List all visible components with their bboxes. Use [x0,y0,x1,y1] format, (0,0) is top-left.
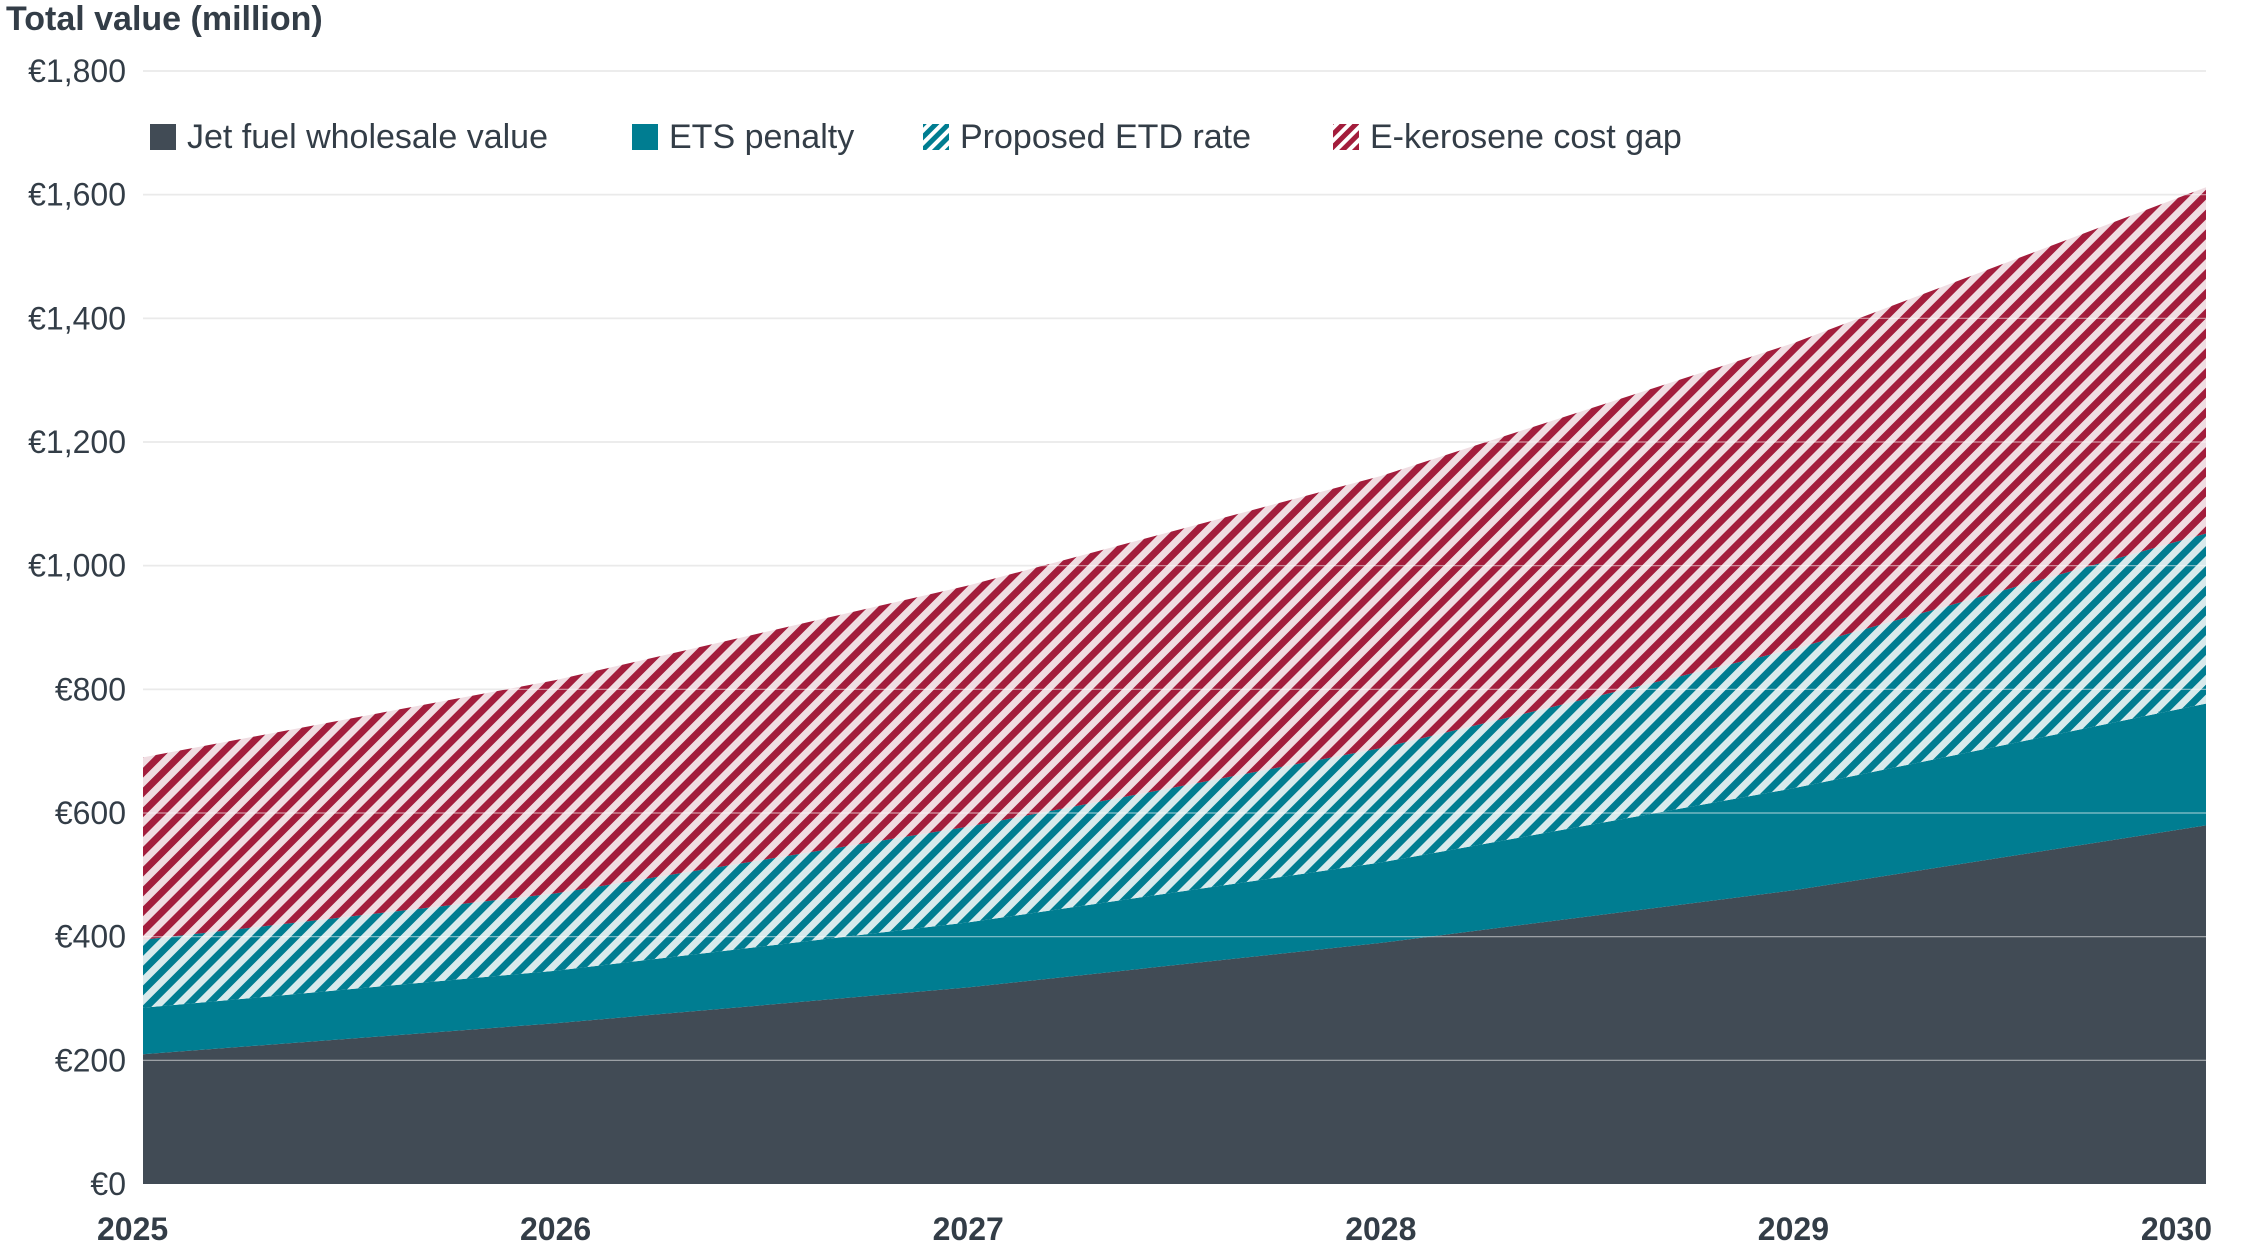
legend-swatch-ets-penalty [632,124,658,150]
legend-label-jet-fuel-wholesale-value: Jet fuel wholesale value [187,118,548,156]
legend-swatch-proposed-etd-rate [923,124,949,150]
x-tick-label: 2030 [2141,1211,2212,1247]
gridlines-overlay [143,70,2206,1061]
legend-label-e-kerosene-cost-gap: E-kerosene cost gap [1370,118,1682,156]
y-tick-label: €1,800 [28,53,126,89]
y-tick-label: €1,000 [28,548,126,584]
x-tick-label: 2027 [933,1211,1004,1247]
area-proposed-etd-rate [143,533,2206,1008]
y-tick-label: €600 [55,795,126,831]
legend-label-proposed-etd-rate: Proposed ETD rate [960,118,1251,156]
area-e-kerosene-cost-gap [143,187,2206,940]
area-jet-fuel-wholesale-value [143,825,2206,1184]
x-axis-ticks: 2025 2026 2027 2028 2029 2030 [97,1211,2212,1247]
x-tick-label: 2025 [97,1211,168,1247]
y-axis-title: Total value (million) [6,0,323,38]
x-tick-label: 2026 [520,1211,591,1247]
x-tick-label: 2028 [1345,1211,1416,1247]
legend-swatch-jet-fuel-wholesale-value [150,124,176,150]
y-axis-ticks: €0 €200 €400 €600 €800 €1,000 €1,200 €1,400 €1,6… [28,53,126,1202]
legend: Jet fuel wholesale value ETS penalty Propo… [150,118,1682,156]
x-tick-label: 2029 [1758,1211,1829,1247]
y-tick-label: €200 [55,1042,126,1078]
y-tick-label: €400 [55,919,126,955]
y-tick-label: €0 [90,1166,126,1202]
legend-label-ets-penalty: ETS penalty [669,118,854,156]
area-ets-penalty [143,703,2206,1055]
y-tick-label: €1,600 [28,177,126,213]
y-tick-label: €800 [55,671,126,707]
y-tick-label: €1,200 [28,424,126,460]
area-series [143,187,2206,1184]
y-tick-label: €1,400 [28,300,126,336]
legend-swatch-e-kerosene-cost-gap [1333,124,1359,150]
